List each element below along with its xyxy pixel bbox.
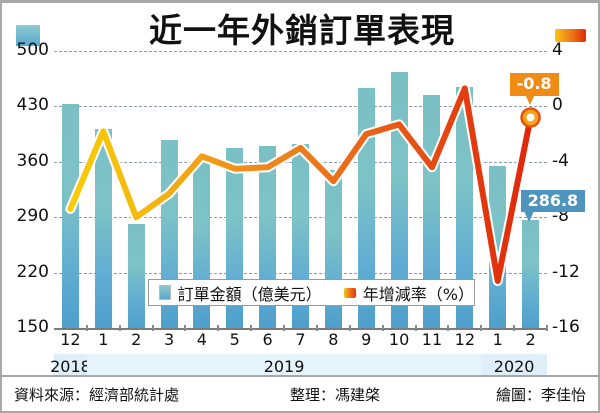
- month-tick-label: 9: [361, 330, 372, 349]
- legend-bar-label: 訂單金額（億美元）: [177, 284, 322, 304]
- bar: [94, 128, 112, 328]
- axis-tick-mark: [348, 325, 351, 331]
- month-tick-label: 11: [421, 330, 443, 349]
- right-axis-tick-label: 4: [552, 40, 563, 60]
- left-axis-tick-label: 150: [16, 317, 49, 337]
- month-tick-label: 7: [295, 330, 306, 349]
- footer-source: 資料來源：經濟部統計處: [14, 385, 180, 404]
- month-tick-label: 10: [388, 330, 410, 349]
- callout-tail: [524, 94, 535, 106]
- axis-tick-mark: [151, 325, 154, 331]
- axis-tick-mark: [513, 325, 516, 331]
- left-axis-tick-label: 500: [16, 40, 49, 60]
- left-axis-tick-label: 220: [16, 261, 49, 282]
- month-tick-label: 8: [328, 330, 339, 349]
- axis-tick-mark: [447, 325, 450, 331]
- bar-gradient-swatch: [16, 25, 40, 46]
- left-axis-tick-label: 290: [16, 206, 49, 227]
- footer: 資料來源：經濟部統計處 整理：馮建棨 繪圖：李佳怡: [2, 375, 598, 411]
- axis-tick-mark: [414, 325, 417, 331]
- line-end-marker-hole: [526, 113, 535, 122]
- axis-tick-mark: [250, 325, 253, 331]
- axis-tick-mark: [217, 325, 220, 331]
- right-axis-tick-label: 0: [552, 95, 563, 116]
- legend-line-swatch-icon: [344, 287, 356, 298]
- bar: [456, 86, 474, 328]
- month-tick-label: 5: [229, 330, 240, 349]
- page-title: 近一年外銷訂單表現: [149, 11, 455, 50]
- gridline: [54, 51, 547, 52]
- axis-tick-mark: [283, 325, 286, 331]
- year-band: 2020: [481, 354, 547, 378]
- left-axis-tick-label: 430: [16, 95, 49, 116]
- callout-tail: [523, 210, 534, 222]
- month-tick-label: 6: [262, 330, 273, 349]
- axis-tick-mark: [118, 325, 121, 331]
- month-tick-label: 3: [163, 330, 175, 349]
- year-band: 2018: [50, 354, 91, 378]
- month-tick-label: 12: [60, 330, 81, 349]
- left-axis-tick-label: 360: [16, 150, 49, 171]
- month-axis: 12 1 2 3 4 5 6 7 8 9 10 11 12 1 2: [54, 325, 548, 354]
- month-tick-label: 2: [131, 330, 142, 349]
- gridline: [54, 106, 547, 108]
- right-axis-tick-label: -4: [552, 150, 569, 171]
- axis-tick-mark: [381, 325, 384, 331]
- bar: [522, 219, 540, 328]
- line-halo: [65, 83, 536, 286]
- month-tick-label: 12: [454, 330, 475, 349]
- year-axis: 2018 2019 2020: [50, 354, 547, 378]
- line-gradient-swatch: [555, 29, 586, 42]
- year-band: 2019: [86, 354, 482, 378]
- footer-artist: 繪圖：李佳怡: [495, 385, 586, 404]
- axis-tick-mark: [315, 325, 318, 331]
- month-tick-label: 2: [525, 330, 536, 349]
- axis-tick-mark: [480, 325, 483, 331]
- line-value-callout: -0.8: [509, 73, 559, 97]
- month-tick-label: 1: [98, 330, 109, 349]
- right-axis-tick-label: -12: [552, 261, 580, 282]
- axis-tick-mark: [184, 325, 187, 331]
- axis-tick-mark: [546, 325, 548, 331]
- bar: [127, 223, 145, 328]
- bar: [61, 104, 79, 328]
- footer-editor: 整理：馮建棨: [290, 385, 381, 404]
- gridline: [54, 328, 547, 330]
- month-tick-label: 1: [492, 330, 503, 349]
- legend-bar-swatch-icon: [159, 285, 171, 300]
- right-axis-tick-label: -16: [552, 317, 580, 337]
- axis-tick-mark: [85, 325, 88, 331]
- line-path: [67, 85, 534, 284]
- bar: [489, 165, 507, 328]
- legend-line-label: 年增減率（%）: [362, 284, 474, 304]
- bar-value-callout: 286.8: [520, 189, 586, 213]
- month-tick-label: 4: [196, 330, 207, 349]
- legend: 訂單金額（億美元） 年增減率（%）: [148, 279, 475, 306]
- line-series: [65, 83, 541, 286]
